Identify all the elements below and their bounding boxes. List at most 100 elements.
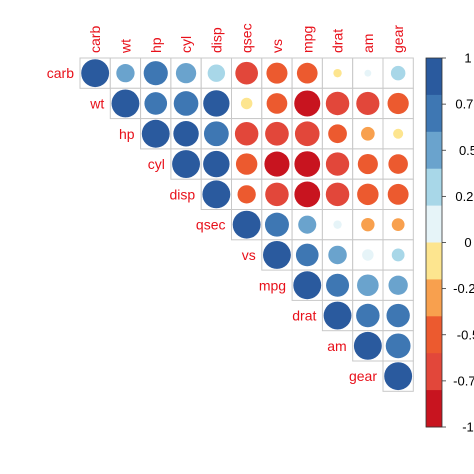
correlation-circle-disp-mpg: [294, 181, 321, 208]
correlation-circle-qsec-gear: [391, 218, 405, 232]
row-label-cyl: cyl: [148, 156, 165, 172]
correlation-circle-carb-cyl: [175, 62, 197, 84]
column-label-qsec: qsec: [239, 23, 255, 53]
correlation-circle-wt-vs: [266, 93, 288, 114]
correlation-circle-wt-mpg: [294, 90, 321, 117]
correlation-circle-wt-gear: [387, 92, 409, 115]
column-label-carb: carb: [87, 26, 103, 53]
correlation-circle-qsec-mpg: [298, 215, 317, 234]
row-label-hp: hp: [119, 126, 135, 142]
correlation-circle-carb-disp: [207, 64, 226, 82]
column-label-gear: gear: [390, 25, 406, 53]
correlation-circle-hp-disp: [203, 121, 229, 147]
colorbar-tick-label: -0.5: [457, 327, 474, 342]
colorbar-tick-label: 0.75: [455, 97, 474, 112]
colorbar-bin: [426, 94, 442, 133]
row-label-drat: drat: [292, 308, 316, 324]
correlation-circle-hp-vs: [265, 121, 289, 146]
correlation-circle-wt-cyl: [173, 91, 199, 116]
correlation-circle-carb-gear: [390, 65, 406, 81]
colorbar-tick-label: -1: [462, 420, 474, 435]
colorbar-tick-label: 0.5: [459, 143, 474, 158]
colorbar-bin: [426, 316, 442, 354]
correlation-circle-vs-vs: [263, 241, 291, 269]
correlation-circle-hp-hp: [141, 119, 170, 148]
matrix-cells: [79, 57, 414, 392]
correlation-circle-hp-qsec: [234, 122, 259, 146]
correlation-circle-hp-drat: [328, 124, 347, 144]
correlation-circle-drat-drat: [323, 301, 352, 330]
column-label-drat: drat: [330, 29, 346, 53]
correlation-circle-am-gear: [385, 333, 411, 359]
correlation-circle-vs-mpg: [295, 243, 319, 267]
colorbar-tick-label: 0.25: [455, 189, 474, 204]
column-label-am: am: [360, 34, 376, 53]
correlation-circle-disp-am: [357, 183, 379, 206]
colorbar-bin: [426, 168, 442, 206]
grid-cell: [382, 118, 414, 150]
correlation-circle-hp-gear: [393, 128, 404, 139]
correlation-circle-wt-hp: [144, 92, 168, 115]
correlation-circle-gear-gear: [384, 362, 413, 391]
correlation-circle-qsec-vs: [264, 212, 289, 237]
column-label-cyl: cyl: [178, 36, 194, 53]
correlation-circle-disp-disp: [202, 180, 231, 209]
correlation-circle-cyl-am: [357, 153, 378, 175]
correlation-circle-disp-gear: [387, 183, 409, 205]
column-label-vs: vs: [269, 39, 285, 53]
correlation-circle-mpg-am: [357, 274, 379, 297]
colorbar-bin: [426, 58, 442, 96]
colorbar-tick-label: -0.75: [453, 373, 474, 388]
colorbar-tick-label: 1: [464, 51, 471, 66]
column-label-hp: hp: [148, 37, 164, 53]
correlation-circle-vs-am: [362, 249, 374, 261]
correlation-circle-wt-qsec: [240, 97, 253, 110]
correlation-circle-carb-qsec: [235, 61, 258, 85]
correlation-circle-disp-drat: [325, 182, 350, 207]
correlation-circle-carb-wt: [116, 64, 135, 83]
correlation-circle-cyl-cyl: [172, 150, 200, 178]
colorbar-bin: [426, 390, 442, 428]
correlation-circle-carb-hp: [143, 61, 168, 86]
correlation-circle-wt-am: [356, 91, 380, 116]
correlation-circle-wt-disp: [203, 90, 230, 117]
correlation-circle-carb-mpg: [296, 62, 318, 84]
correlation-circle-disp-qsec: [237, 185, 256, 204]
correlation-circle-carb-am: [364, 69, 372, 77]
colorbar-bin: [426, 242, 442, 280]
column-label-mpg: mpg: [299, 26, 315, 53]
correlation-circle-qsec-drat: [333, 220, 342, 229]
colorbar-bin: [426, 131, 442, 170]
colorbar: 1 0.75 0.5 0.25 0 -0.25 -0.5 -0.75 -1: [425, 51, 474, 435]
correlation-circle-carb-carb: [81, 59, 110, 88]
row-label-am: am: [327, 338, 346, 354]
correlation-circle-hp-mpg: [294, 121, 320, 147]
correlation-circle-mpg-drat: [326, 273, 350, 297]
correlation-circle-qsec-qsec: [232, 210, 261, 239]
colorbar-bin: [426, 205, 442, 243]
correlation-circle-vs-drat: [328, 245, 347, 265]
correlation-circle-mpg-gear: [388, 275, 408, 295]
correlation-circle-cyl-drat: [325, 152, 350, 176]
correlation-circle-carb-vs: [266, 62, 288, 84]
row-label-carb: carb: [47, 65, 74, 81]
row-label-mpg: mpg: [259, 277, 286, 293]
correlation-circle-am-am: [353, 331, 382, 360]
correlation-circle-disp-vs: [265, 182, 289, 207]
column-label-disp: disp: [208, 27, 224, 53]
correlation-circle-carb-drat: [333, 68, 342, 78]
correlation-circle-drat-am: [356, 303, 380, 328]
colorbar-tick-label: 0: [464, 235, 471, 250]
correlation-circle-qsec-am: [361, 217, 375, 232]
correlation-circle-cyl-mpg: [294, 151, 321, 177]
correlation-circle-cyl-qsec: [235, 153, 258, 175]
row-label-qsec: qsec: [196, 217, 226, 233]
correlation-circle-cyl-disp: [203, 150, 230, 178]
column-label-wt: wt: [117, 39, 133, 54]
correlation-circle-mpg-mpg: [293, 271, 322, 300]
correlation-circle-hp-am: [361, 126, 375, 141]
correlation-circle-wt-wt: [111, 89, 140, 118]
correlation-circle-cyl-gear: [388, 154, 408, 174]
correlation-circle-cyl-vs: [264, 151, 290, 177]
